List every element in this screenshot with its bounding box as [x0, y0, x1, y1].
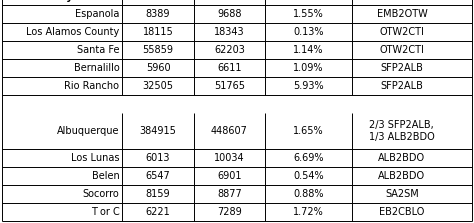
Text: 8159: 8159 [146, 189, 170, 199]
Text: Bernalillo: Bernalillo [73, 63, 119, 73]
Text: Santa Fe: Santa Fe [77, 45, 119, 55]
Text: 51765: 51765 [214, 81, 245, 91]
Text: 1.09%: 1.09% [293, 63, 324, 73]
Text: 1990: 1990 [144, 0, 173, 2]
Text: Belen: Belen [91, 171, 119, 181]
Text: 32505: 32505 [143, 81, 173, 91]
Text: Espanola: Espanola [75, 9, 119, 19]
Text: 10034: 10034 [214, 153, 245, 163]
Text: SFP2ALB: SFP2ALB [381, 63, 423, 73]
Text: Rio Rancho: Rio Rancho [64, 81, 119, 91]
Text: OTW2CTI: OTW2CTI [380, 45, 424, 55]
Text: 55859: 55859 [143, 45, 173, 55]
Text: 0.88%: 0.88% [293, 189, 324, 199]
Text: 6013: 6013 [146, 153, 170, 163]
Text: 18115: 18115 [143, 27, 173, 37]
Text: ALB2BDO: ALB2BDO [378, 153, 426, 163]
Text: 6221: 6221 [146, 207, 171, 217]
Text: 18343: 18343 [214, 27, 245, 37]
Text: Albuquerque: Albuquerque [57, 126, 119, 136]
Text: 6.69%: 6.69% [293, 153, 324, 163]
Text: 2/3 SFP2ALB,
1/3 ALB2BDO: 2/3 SFP2ALB, 1/3 ALB2BDO [369, 120, 435, 142]
Text: 0.13%: 0.13% [293, 27, 324, 37]
Text: 1.55%: 1.55% [293, 9, 324, 19]
Text: Los Alamos County: Los Alamos County [26, 27, 119, 37]
Text: T or C: T or C [91, 207, 119, 217]
Text: 8877: 8877 [217, 189, 242, 199]
Text: 62203: 62203 [214, 45, 245, 55]
Text: EMB2OTW: EMB2OTW [377, 9, 428, 19]
Text: Socorro: Socorro [82, 189, 119, 199]
Text: City: City [51, 0, 73, 2]
Text: 6611: 6611 [217, 63, 242, 73]
Text: 5960: 5960 [146, 63, 170, 73]
Text: EB2CBLO: EB2CBLO [379, 207, 425, 217]
Text: 5.93%: 5.93% [293, 81, 324, 91]
Text: 7289: 7289 [217, 207, 242, 217]
Text: 6901: 6901 [217, 171, 242, 181]
Text: 1.72%: 1.72% [293, 207, 324, 217]
Text: Los Lunas: Los Lunas [71, 153, 119, 163]
Text: 1.14%: 1.14% [293, 45, 324, 55]
Text: ALB2BDO: ALB2BDO [378, 171, 426, 181]
Text: 2000: 2000 [215, 0, 244, 2]
Text: 0.54%: 0.54% [293, 171, 324, 181]
Text: 1990-2000: 1990-2000 [277, 0, 339, 2]
Text: 448607: 448607 [211, 126, 248, 136]
Text: 6547: 6547 [146, 171, 171, 181]
Text: SA2SM: SA2SM [385, 189, 419, 199]
Text: 1.65%: 1.65% [293, 126, 324, 136]
Text: 384915: 384915 [140, 126, 176, 136]
Text: OTW2CTI: OTW2CTI [380, 27, 424, 37]
Text: 8389: 8389 [146, 9, 170, 19]
Text: 9688: 9688 [217, 9, 242, 19]
Text: SFP2ALB: SFP2ALB [381, 81, 423, 91]
